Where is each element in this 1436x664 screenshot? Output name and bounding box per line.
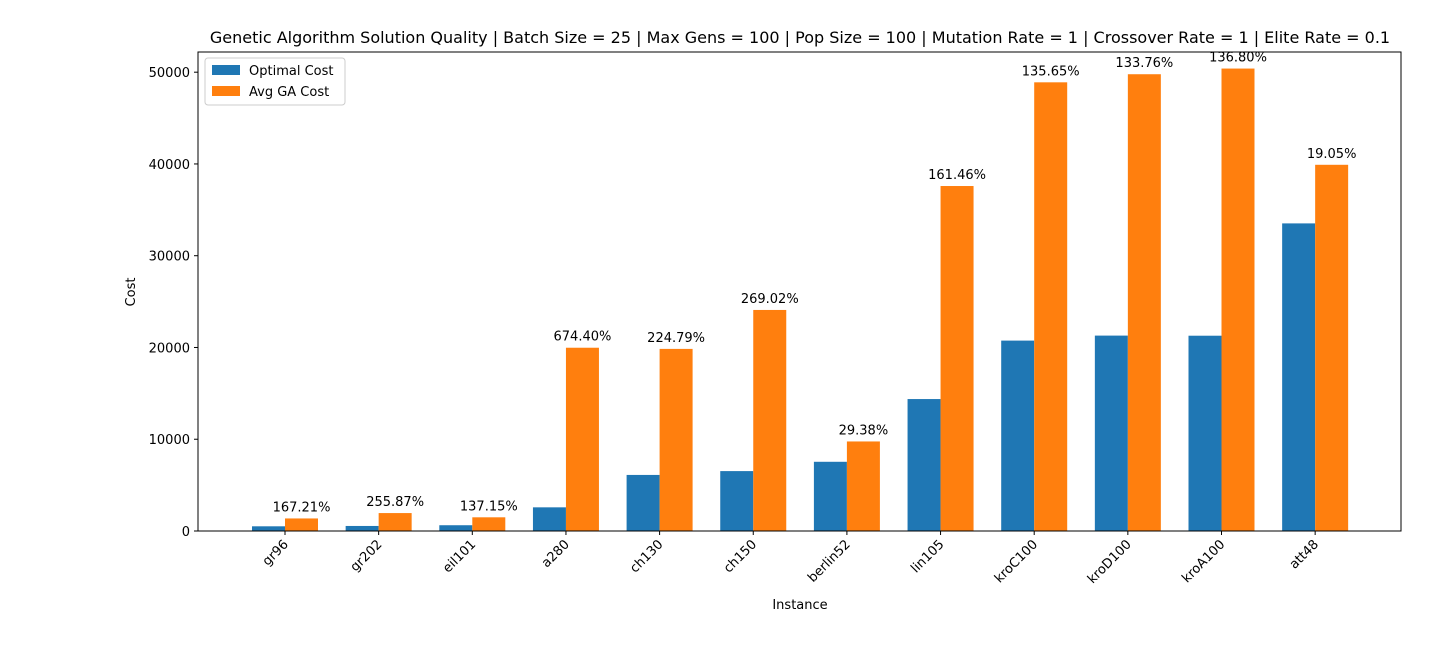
y-tick-label: 0 [182,525,190,540]
x-axis: gr96 gr202 eil101 a280 ch130 ch150 berlin52 lin… [260,531,1322,587]
bar-value-label: 224.79% [647,331,705,346]
bar-value-label: 167.21% [273,500,331,515]
bar-optimal-ch130 [626,474,660,531]
bar-avg-ga-gr202 [378,513,412,531]
y-axis-label: Cost [124,278,139,307]
bar-optimal-gr96 [252,526,285,531]
bar-value-label: 19.05% [1307,147,1357,162]
bar-optimal-kroC100 [1001,340,1035,531]
bar-value-label: 674.40% [554,330,612,345]
bar-optimal-gr202 [345,525,379,531]
legend-swatch-optimal [212,65,240,75]
bar-value-label: 137.15% [460,499,518,514]
y-tick-label: 50000 [149,66,190,81]
bar-optimal-lin105 [907,399,941,531]
bar-avg-ga-eil101 [472,517,506,531]
bar-avg-ga-kroC100 [1034,82,1068,532]
legend: Optimal Cost Avg GA Cost [204,57,346,106]
legend-swatch-avg-ga [212,86,240,96]
bar-value-label: 29.38% [839,423,889,438]
legend-label: Optimal Cost [249,64,333,79]
y-tick-label: 10000 [149,433,190,448]
plot-frame [197,51,1402,532]
legend-label: Avg GA Cost [249,85,329,100]
bars-layer [252,68,1349,532]
y-axis: 0 10000 20000 30000 40000 50000 [149,66,198,540]
x-tick-label: ch150 [721,537,760,576]
bar-avg-ga-kroD100 [1127,74,1161,532]
x-tick-label: ch130 [627,537,666,576]
bar-value-label: 135.65% [1022,64,1080,79]
y-tick-label: 40000 [149,158,190,173]
x-tick-label: a280 [539,537,573,571]
bar-optimal-a280 [532,507,566,531]
bar-value-label: 161.46% [928,168,986,183]
bar-avg-ga-lin105 [940,186,974,532]
bar-optimal-kroA100 [1188,335,1222,531]
bar-optimal-kroD100 [1094,335,1128,531]
x-tick-label: kroA100 [1179,537,1228,586]
bar-avg-ga-berlin52 [846,441,880,531]
x-axis-label: Instance [772,598,827,613]
bar-optimal-ch150 [720,471,754,531]
bar-value-label: 255.87% [366,495,424,510]
bar-optimal-att48 [1282,223,1316,531]
bar-avg-ga-kroA100 [1221,68,1255,531]
x-tick-label: gr96 [260,537,292,569]
x-tick-label: kroC100 [992,537,1041,586]
bar-value-label: 269.02% [741,292,799,307]
x-tick-label: att48 [1287,537,1322,572]
x-tick-label: berlin52 [805,537,854,586]
y-tick-label: 20000 [149,341,190,356]
bar-avg-ga-att48 [1315,164,1349,531]
bar-avg-ga-ch130 [659,348,693,531]
bar-labels-layer: 167.21% 255.87% 137.15% 674.40% 224.79% 269.0… [273,51,1357,516]
x-tick-label: lin105 [908,537,947,576]
bar-optimal-eil101 [439,525,473,531]
bar-avg-ga-ch150 [753,309,787,531]
bar-value-label: 136.80% [1209,51,1267,66]
bar-avg-ga-a280 [565,347,599,531]
x-tick-label: eil101 [440,537,479,576]
bar-optimal-berlin52 [813,461,847,531]
chart-title: Genetic Algorithm Solution Quality | Bat… [210,28,1390,47]
bar-value-label: 133.76% [1115,56,1173,71]
x-tick-label: gr202 [348,537,386,575]
bar-avg-ga-gr96 [285,518,318,531]
y-tick-label: 30000 [149,250,190,265]
x-tick-label: kroD100 [1085,537,1135,587]
